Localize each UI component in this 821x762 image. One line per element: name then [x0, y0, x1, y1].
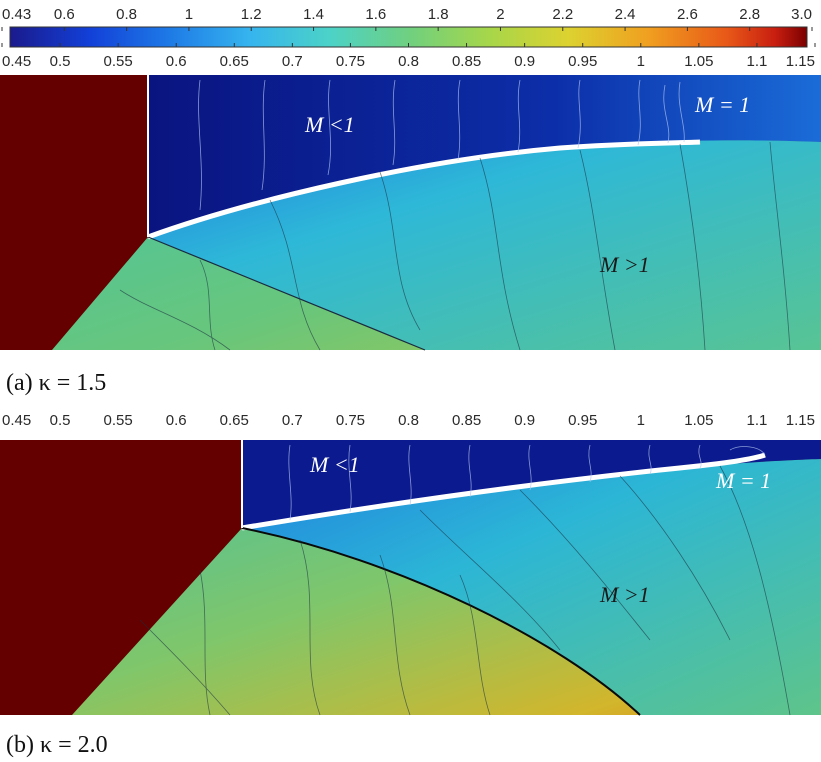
- colorbar-top-tick: 1.6: [365, 6, 386, 23]
- colorbar-top-tick: 2.4: [615, 6, 636, 23]
- colorbar-bottom-tick: 1: [637, 53, 645, 70]
- panel-b-axis-tick: 0.95: [568, 412, 597, 429]
- panel-b-axis-tick: 1.15: [786, 412, 815, 429]
- panel-b-axis-tick: 1: [637, 412, 645, 429]
- colorbar-bottom-tick: 0.8: [398, 53, 419, 70]
- label-subsonic-a: M <1: [304, 112, 355, 137]
- panel-b-axis-tick: 1.05: [684, 412, 713, 429]
- label-subsonic-b: M <1: [309, 452, 360, 477]
- panel-b-axis-tick: 0.65: [220, 412, 249, 429]
- label-supersonic-b: M >1: [599, 582, 650, 607]
- colorbar-top-tick: 0.6: [54, 6, 75, 23]
- colorbar-top-tick: 2.6: [677, 6, 698, 23]
- colorbar-bottom-tick: 0.85: [452, 53, 481, 70]
- label-sonic-b: M = 1: [715, 468, 771, 493]
- colorbar: 0.43 0.6 0.8 1 1.2 1.4 1.6 1.8 2 2.2 2.4 2.6 2.8 3.0 …: [1, 6, 816, 70]
- colorbar-top-tick: 1.8: [428, 6, 449, 23]
- colorbar-bottom-tick: 0.7: [282, 53, 303, 70]
- panel-b: M <1 M = 1 M >1: [0, 440, 821, 716]
- colorbar-bottom-tick: 0.6: [166, 53, 187, 70]
- label-supersonic-a: M >1: [599, 252, 650, 277]
- caption-a: (a) κ = 1.5: [6, 370, 106, 396]
- colorbar-top-tick: 0.43: [2, 6, 31, 23]
- colorbar-top-tick: 1: [185, 6, 193, 23]
- shock-wave-a: [147, 139, 701, 240]
- colorbar-bottom-tick: 0.9: [514, 53, 535, 70]
- panel-b-axis-tick: 0.9: [514, 412, 535, 429]
- panel-b-axis-tick: 0.75: [336, 412, 365, 429]
- panel-b-axis-tick: 0.85: [452, 412, 481, 429]
- colorbar-top-tick: 2: [496, 6, 504, 23]
- colorbar-top-tick: 2.2: [552, 6, 573, 23]
- colorbar-top-tick: 0.8: [116, 6, 137, 23]
- colorbar-top-tick: 3.0: [791, 6, 812, 23]
- wall-body-a: [0, 75, 148, 350]
- colorbar-top-tick: 1.2: [241, 6, 262, 23]
- colorbar-bottom-tick: 1.1: [746, 53, 767, 70]
- colorbar-bottom-tick: 1.05: [684, 53, 713, 70]
- panel-b-axis-tick: 0.7: [282, 412, 303, 429]
- panel-b-axis-tick: 0.45: [2, 412, 31, 429]
- colorbar-top-ticks: 0.43 0.6 0.8 1 1.2 1.4 1.6 1.8 2 2.2 2.4 2.6 2.8 3.0: [1, 6, 813, 31]
- colorbar-bottom-tick: 0.45: [2, 53, 31, 70]
- colorbar-bottom-tick: 0.55: [104, 53, 133, 70]
- panel-b-axis-tick: 1.1: [746, 412, 767, 429]
- wall-body-b: [0, 440, 242, 715]
- panel-b-axis-tick: 0.55: [104, 412, 133, 429]
- colorbar-top-tick: 2.8: [739, 6, 760, 23]
- colorbar-bottom-tick: 0.5: [50, 53, 71, 70]
- panel-a: M <1 M = 1 M >1: [0, 75, 821, 351]
- panel-b-axis-ticks: 0.45 0.5 0.55 0.6 0.65 0.7 0.75 0.8 0.85 0.9 0.95 1…: [2, 412, 815, 429]
- shock-wave-b: [241, 452, 766, 531]
- panel-b-axis-tick: 0.8: [398, 412, 419, 429]
- panel-b-axis-tick: 0.6: [166, 412, 187, 429]
- colorbar-bottom-ticks: 0.45 0.5 0.55 0.6 0.65 0.7 0.75 0.8 0.85 0.9 0.95 1…: [1, 43, 816, 70]
- panel-b-axis-tick: 0.5: [50, 412, 71, 429]
- label-sonic-a: M = 1: [694, 92, 750, 117]
- colorbar-bottom-tick: 1.15: [786, 53, 815, 70]
- colorbar-bottom-tick: 0.95: [568, 53, 597, 70]
- colorbar-bottom-tick: 0.65: [220, 53, 249, 70]
- colorbar-top-tick: 1.4: [303, 6, 324, 23]
- caption-b: (b) κ = 2.0: [6, 732, 108, 758]
- colorbar-bottom-tick: 0.75: [336, 53, 365, 70]
